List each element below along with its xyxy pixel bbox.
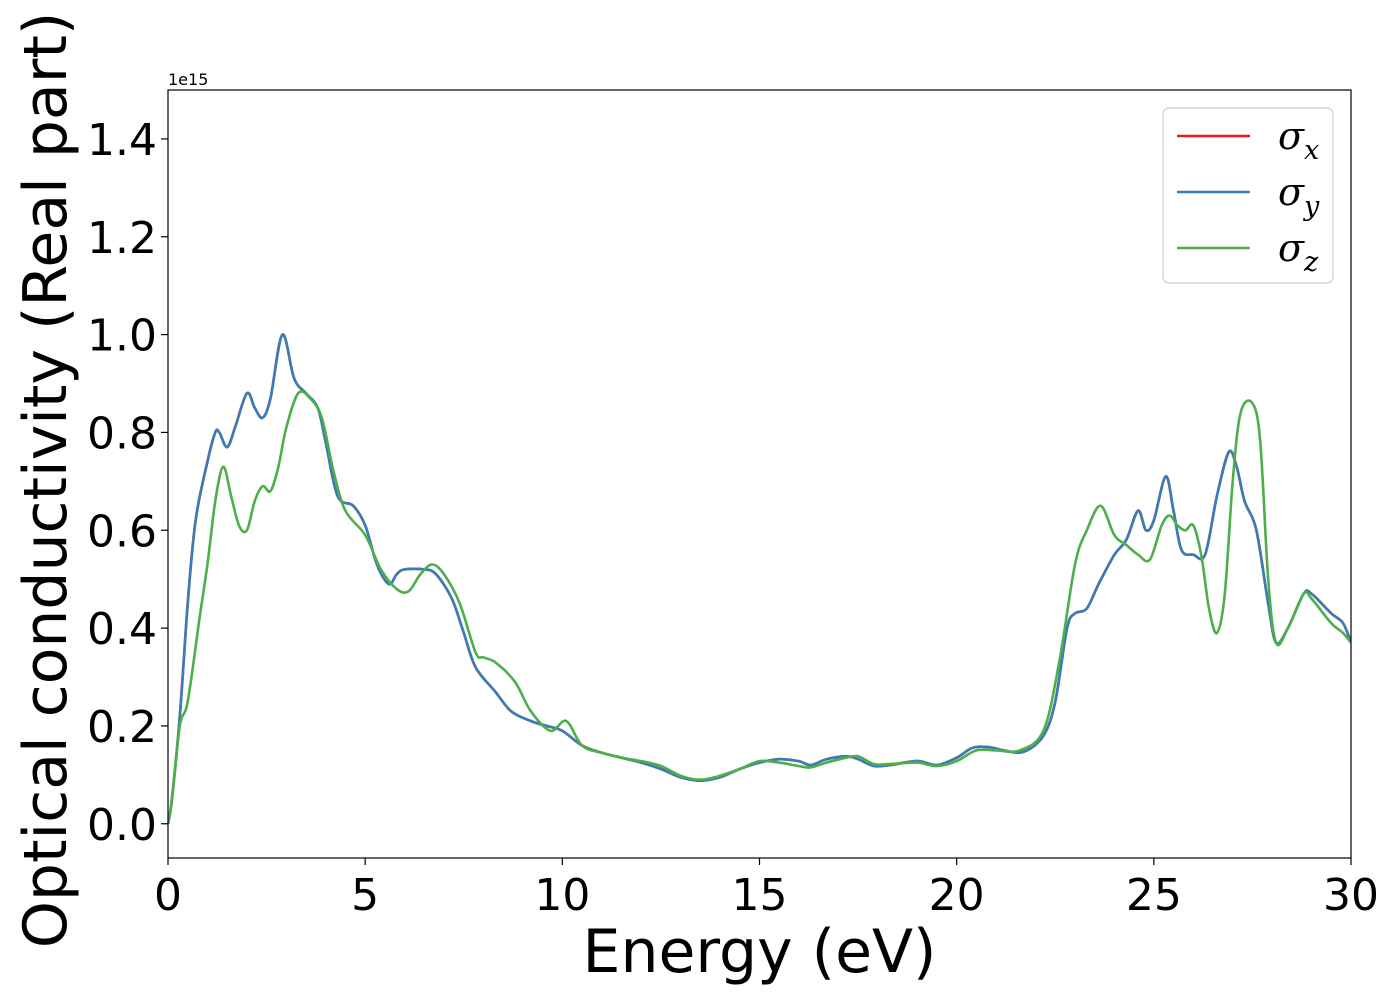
- x-tick-label: 5: [351, 870, 379, 921]
- y-tick-label: 1.2: [87, 213, 157, 264]
- y-tick-label: 1.4: [87, 115, 157, 166]
- x-tick-label: 25: [1126, 870, 1182, 921]
- legend-label-subscript: z: [1303, 247, 1319, 278]
- x-axis-title: Energy (eV): [583, 917, 937, 987]
- y-tick-label: 0.0: [87, 800, 157, 851]
- x-tick-label: 0: [154, 870, 182, 921]
- legend-label-subscript: x: [1304, 135, 1319, 166]
- legend-label-z: σz: [1278, 226, 1319, 278]
- legend-box: [1162, 107, 1334, 284]
- series-line-z: [168, 390, 1351, 825]
- y-tick-label: 0.4: [87, 604, 157, 655]
- x-tick-label: 15: [732, 870, 788, 921]
- y-tick-label: 0.6: [87, 506, 157, 557]
- legend-label-base: σ: [1278, 114, 1305, 158]
- legend-label-x: σx: [1278, 114, 1319, 166]
- legend-label-y: σy: [1278, 170, 1320, 222]
- x-tick-label: 30: [1323, 870, 1379, 921]
- y-axis-ticks: 0.0 0.2 0.4 0.6 0.8 1.0 1.2 1.4: [87, 115, 168, 851]
- y-tick-label: 0.2: [87, 702, 157, 753]
- y-axis-title: Optical conductivity (Real part): [11, 12, 81, 949]
- y-offset-label: 1e15: [168, 70, 208, 89]
- x-tick-label: 10: [534, 870, 590, 921]
- plot-area: [167, 89, 1352, 859]
- legend-label-subscript: y: [1303, 191, 1320, 222]
- x-axis-ticks: 0 5 10 15 20 25 30: [154, 858, 1379, 921]
- legend-label-base: σ: [1278, 170, 1305, 214]
- x-tick-label: 20: [929, 870, 985, 921]
- legend-label-base: σ: [1278, 226, 1305, 270]
- y-tick-label: 1.0: [87, 311, 157, 362]
- series-layer: [168, 333, 1351, 825]
- y-tick-label: 0.8: [87, 408, 157, 459]
